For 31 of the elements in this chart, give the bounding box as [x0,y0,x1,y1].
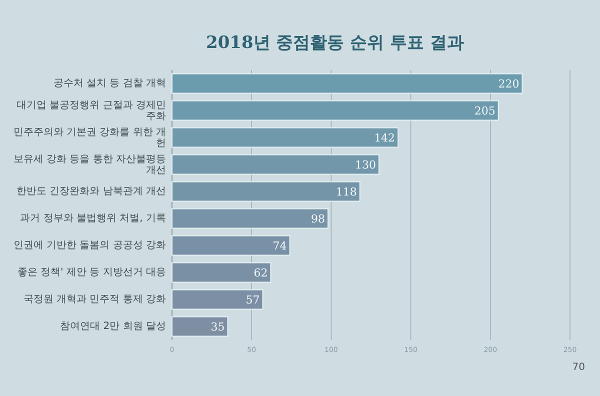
data-label: 220 [498,78,520,90]
data-label: 35 [210,320,225,334]
chart-title: 2018년 중점활동 순위 투표 결과 [206,33,464,53]
data-label: 118 [336,186,357,198]
y-tick-label: 참여연대 2만 회원 달성 [59,320,166,334]
data-label: 74 [272,240,287,252]
text: 70 [572,362,585,373]
y-tick-label: 공수처 설치 등 검찰 개혁 [52,77,166,91]
bar [172,208,329,229]
data-label: 98 [311,212,326,226]
y-tick-label: 과거 정부와 불법행위 처벌, 기록 [19,212,166,226]
y-tick-label: 인권에 기반한 돌봄의 공공성 강화 [12,239,166,253]
bar [172,262,272,283]
data-label: 57 [246,294,260,306]
data-label: 142 [374,132,396,144]
data-label: 62 [254,266,268,280]
y-tick-label: 좋은 정책' 제안 등 지방선거 대응 [16,266,166,280]
y-tick-label: 한반도 긴장완화와 남북관계 개선 [15,185,166,199]
bar [172,100,499,121]
y-tick-label: 보유세 강화 등을 통한 자산불평등 개선 [12,152,166,178]
data-label: 205 [474,104,496,118]
bar [172,73,523,94]
bar [172,235,290,256]
bar [172,127,399,148]
bar [172,289,264,310]
bar [172,154,380,175]
data-label: 130 [354,158,376,172]
y-tick-label: 민주주의와 기본권 강화를 위한 개헌 [12,126,166,150]
y-tick-label: 대기업 불공정행위 근절과 경제민주화 [15,98,166,124]
y-tick-label: 국정원 개혁과 민주적 통제 강화 [22,293,166,307]
bar [172,181,360,202]
